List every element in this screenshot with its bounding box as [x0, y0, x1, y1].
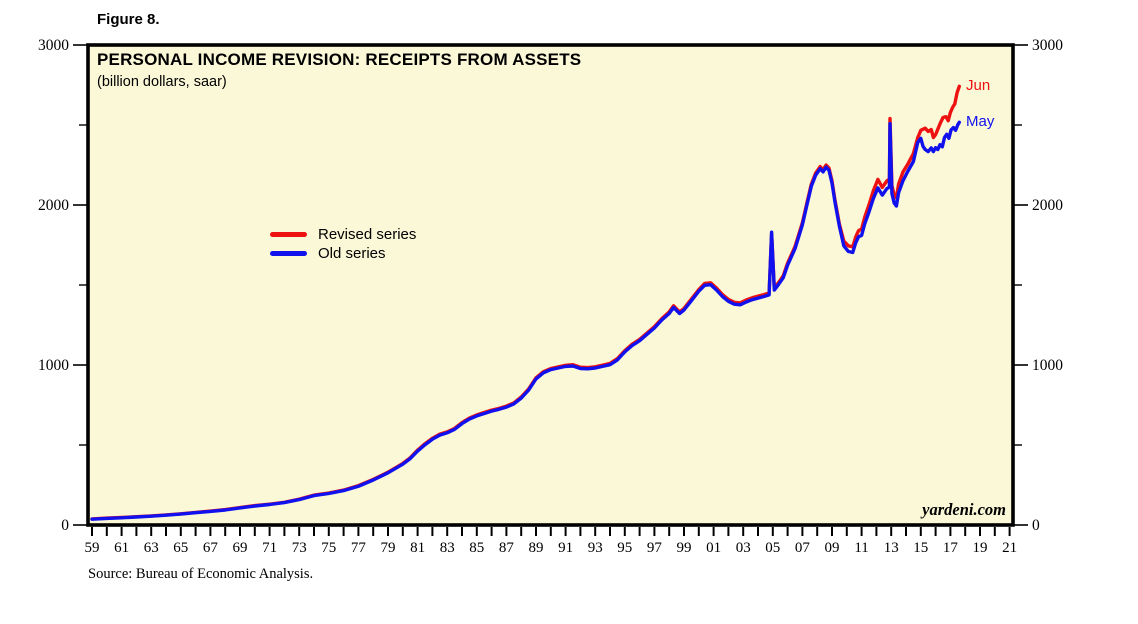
legend-swatch — [270, 251, 307, 256]
y-axis-label-left: 1000 — [38, 357, 69, 374]
legend: Revised series Old series — [270, 225, 416, 263]
y-axis-label-right: 3000 — [1032, 37, 1063, 54]
x-axis-label: 59 — [85, 540, 100, 556]
x-axis-label: 69 — [233, 540, 248, 556]
figure-label: Figure 8. — [97, 11, 160, 28]
x-axis-label: 79 — [381, 540, 396, 556]
plot-border — [86, 43, 1015, 527]
x-axis-label: 95 — [617, 540, 632, 556]
x-axis-label: 71 — [262, 540, 277, 556]
x-axis-label: 65 — [173, 540, 188, 556]
x-axis-label: 97 — [647, 540, 663, 556]
x-axis-label: 93 — [588, 540, 603, 556]
y-axis-label-right: 2000 — [1032, 197, 1063, 214]
x-axis-label: 01 — [706, 540, 721, 556]
x-axis-label: 15 — [913, 540, 928, 556]
x-axis-label: 61 — [114, 540, 129, 556]
x-axis-label: 85 — [469, 540, 484, 556]
x-axis-label: 75 — [321, 540, 336, 556]
x-axis-label: 13 — [884, 540, 899, 556]
y-axis-label-right: 0 — [1032, 517, 1040, 534]
legend-swatch — [270, 232, 307, 237]
x-axis-label: 87 — [499, 540, 515, 556]
x-axis-label: 99 — [677, 540, 692, 556]
legend-item-revised-series: Revised series — [270, 225, 416, 244]
x-axis-label: 09 — [825, 540, 840, 556]
y-axis-label-left: 0 — [61, 517, 69, 534]
x-axis-label: 77 — [351, 540, 367, 556]
legend-label: Old series — [318, 245, 386, 262]
watermark: yardeni.com — [922, 500, 1006, 519]
x-axis-label: 07 — [795, 540, 811, 556]
y-axis-label-right: 1000 — [1032, 357, 1063, 374]
plot-area — [88, 45, 1013, 525]
x-axis-label: 91 — [558, 540, 573, 556]
x-axis-label: 81 — [410, 540, 425, 556]
y-axis-label-left: 3000 — [38, 37, 69, 54]
source-note: Source: Bureau of Economic Analysis. — [88, 566, 314, 582]
x-axis-label: 03 — [736, 540, 751, 556]
x-axis-label: 83 — [440, 540, 455, 556]
x-axis-label: 63 — [144, 540, 159, 556]
end-label-jun: Jun — [966, 77, 991, 95]
legend-item-old-series: Old series — [270, 244, 416, 263]
x-axis-label: 73 — [292, 540, 307, 556]
x-axis-label: 21 — [1002, 540, 1017, 556]
x-axis-label: 05 — [765, 540, 780, 556]
end-label-may: May — [966, 113, 995, 131]
legend-label: Revised series — [318, 226, 417, 243]
chart-title: PERSONAL INCOME REVISION: RECEIPTS FROM … — [97, 50, 582, 69]
series-line-old — [90, 120, 961, 521]
x-axis-label: 11 — [854, 540, 868, 556]
x-axis-label: 19 — [973, 540, 988, 556]
x-axis-label: 89 — [529, 540, 544, 556]
x-axis-label: 17 — [943, 540, 959, 556]
x-axis-label: 67 — [203, 540, 219, 556]
chart-subtitle: (billion dollars, saar) — [97, 74, 227, 90]
y-axis-label-left: 2000 — [38, 197, 69, 214]
